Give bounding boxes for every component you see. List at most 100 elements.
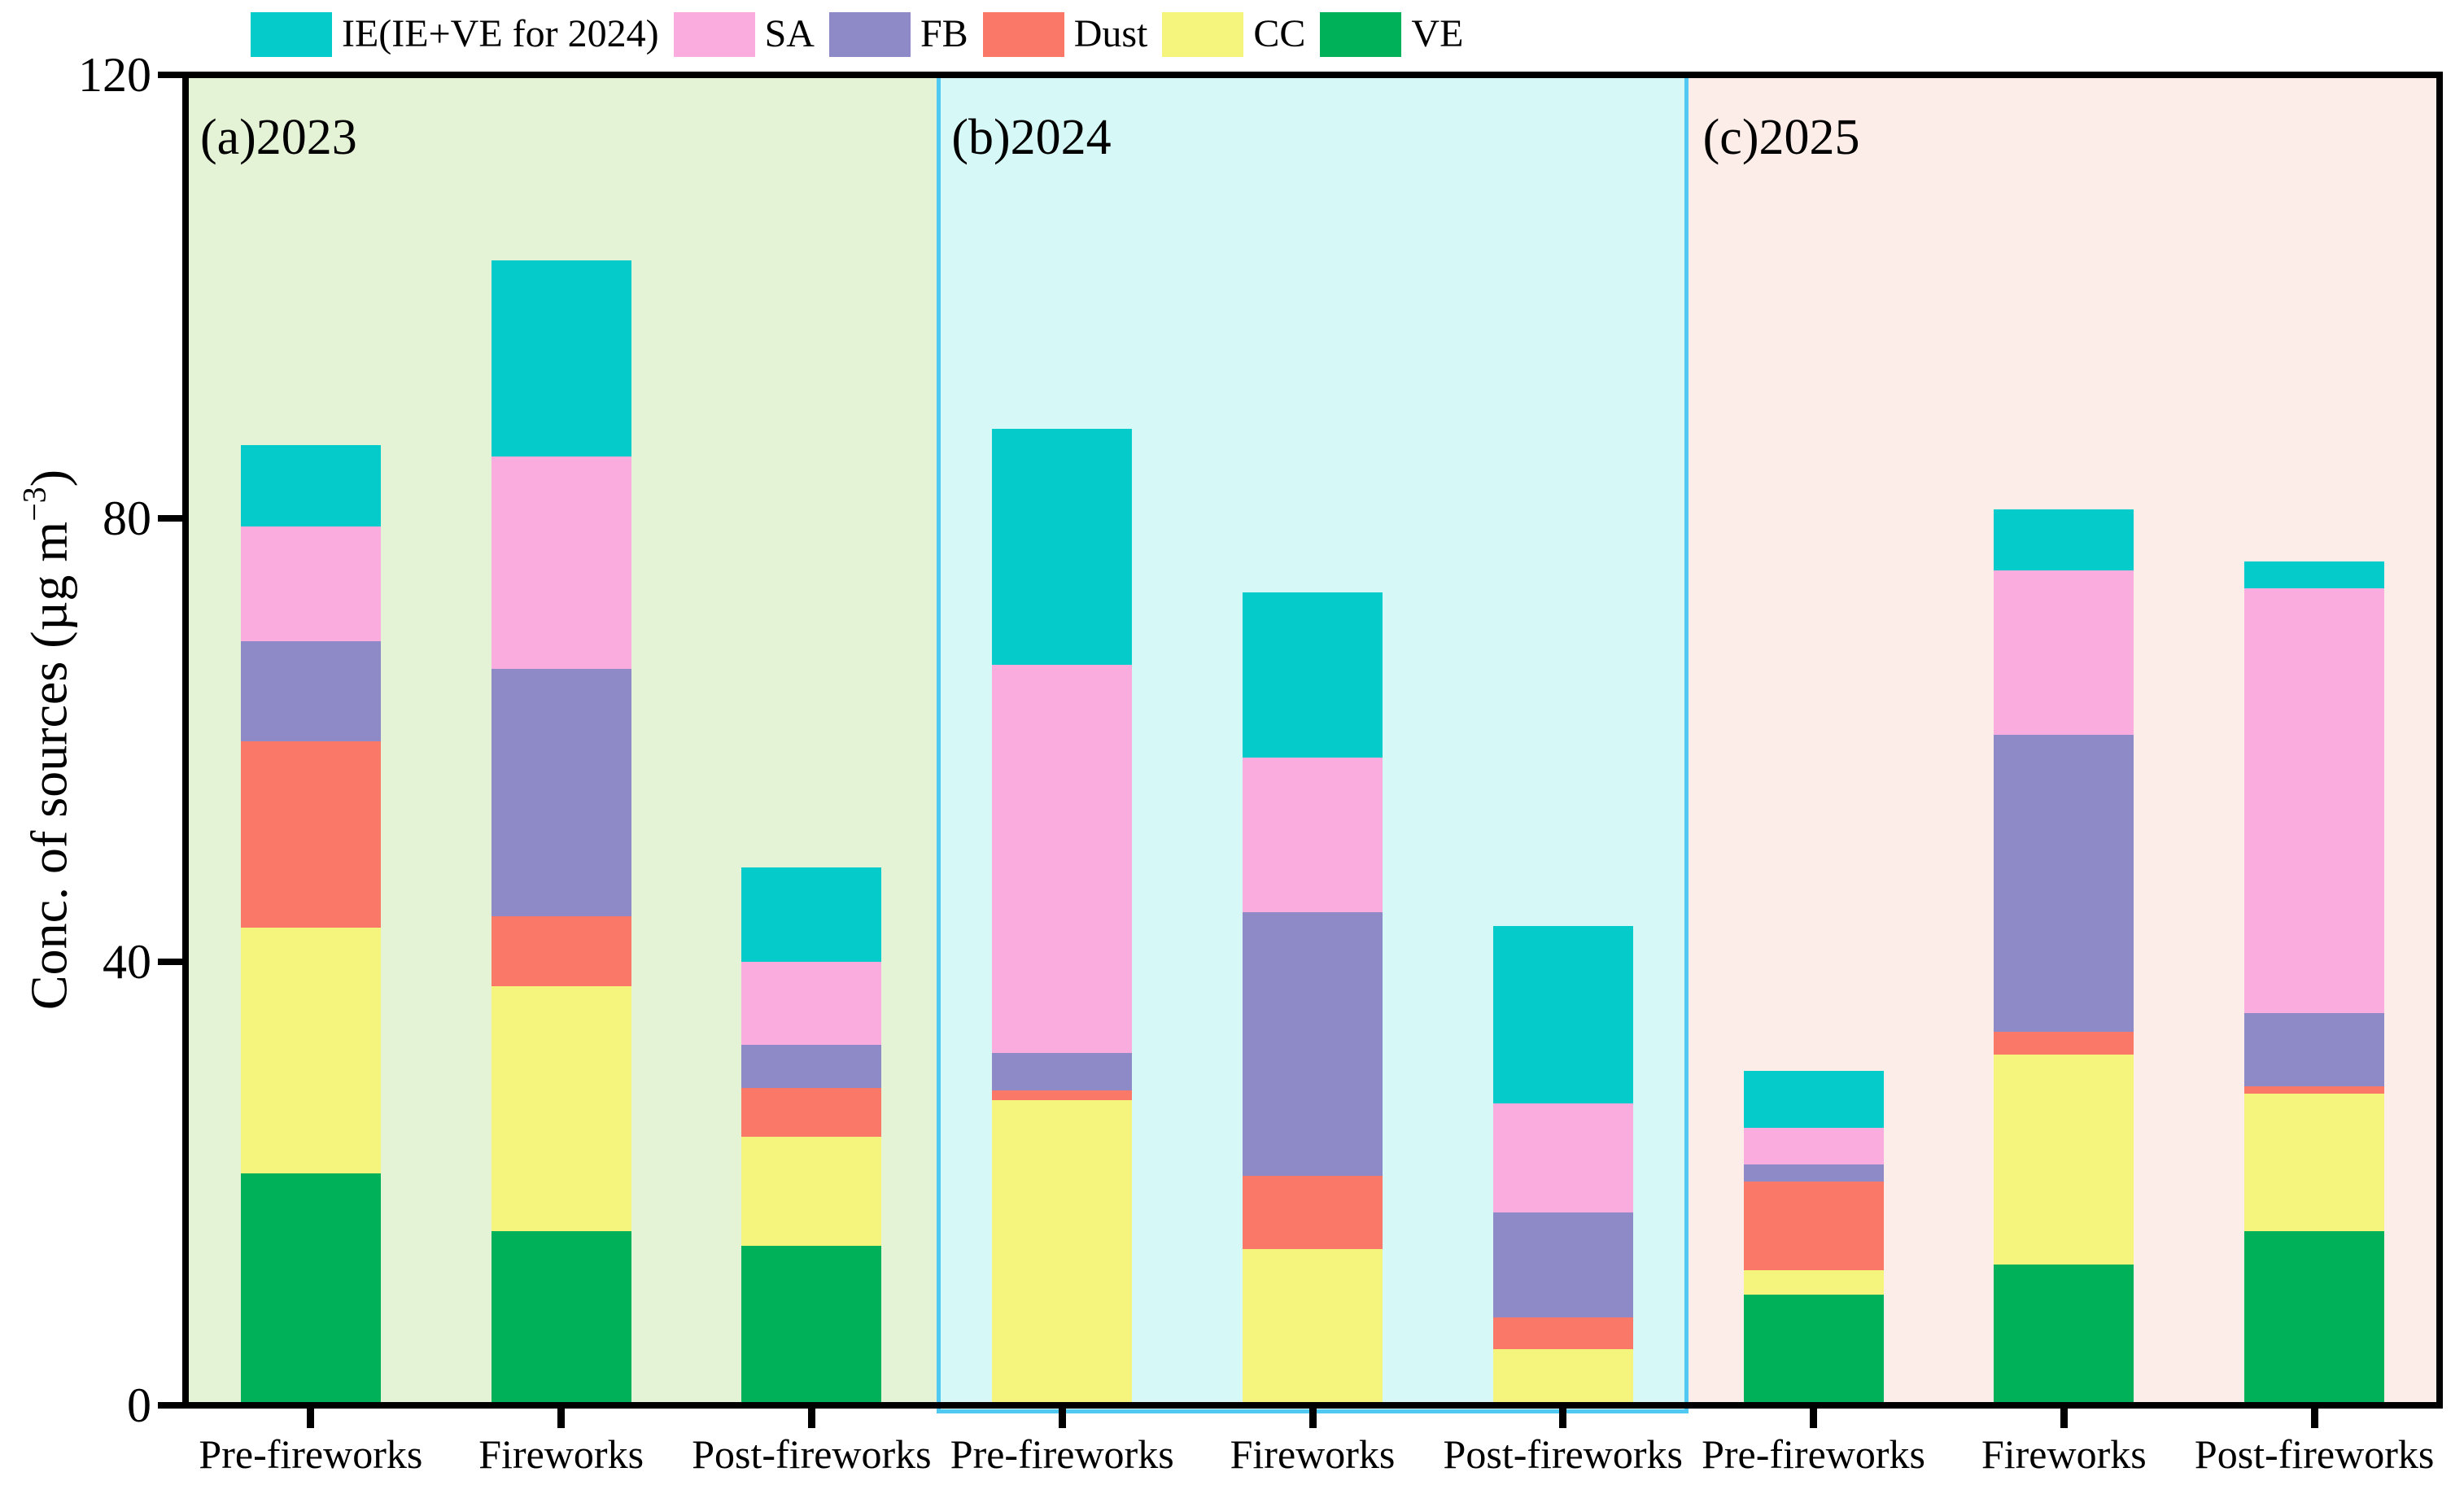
bar-segment-sa-panel2-pre-fireworks bbox=[992, 664, 1133, 1053]
y-tick-mark-0 bbox=[158, 1402, 182, 1409]
x-tick-mark-1-2 bbox=[557, 1409, 566, 1428]
bar-segment-ie-panel1-pre-fireworks bbox=[240, 445, 381, 526]
x-tick-label-3-1: Pre-fireworks bbox=[1702, 1431, 1925, 1477]
x-tick-label-2-3: Post-fireworks bbox=[1443, 1431, 1683, 1477]
bar-segment-dust-panel1-post-fireworks bbox=[741, 1088, 882, 1138]
x-tick-label-1-2: Fireworks bbox=[478, 1431, 644, 1477]
bar-segment-ie-panel1-fireworks bbox=[491, 260, 631, 456]
bar-segment-ve-panel3-pre-fireworks bbox=[1743, 1294, 1884, 1405]
bar-segment-dust-panel3-pre-fireworks bbox=[1743, 1181, 1884, 1270]
bar-segment-ve-panel1-pre-fireworks bbox=[240, 1173, 381, 1405]
bar-segment-cc-panel1-pre-fireworks bbox=[240, 927, 381, 1174]
legend-label-dust: Dust bbox=[1073, 12, 1148, 55]
bar-segment-ve-panel3-fireworks bbox=[1994, 1264, 2134, 1405]
panel-label-1: (a)2023 bbox=[200, 110, 357, 165]
x-tick-mark-3-3 bbox=[2310, 1409, 2318, 1428]
legend-swatch-ie-icon bbox=[251, 11, 332, 57]
x-tick-label-3-3: Post-fireworks bbox=[2194, 1431, 2435, 1477]
bar-segment-sa-panel2-post-fireworks bbox=[1492, 1103, 1633, 1212]
bar-segment-ie-panel3-pre-fireworks bbox=[1743, 1070, 1884, 1129]
legend-item-cc: CC bbox=[1162, 11, 1305, 58]
bar-segment-ve-panel1-fireworks bbox=[491, 1231, 631, 1405]
bar-segment-ie-panel2-post-fireworks bbox=[1492, 926, 1633, 1104]
bar-segment-dust-panel2-fireworks bbox=[1243, 1175, 1383, 1249]
x-tick-label-2-1: Pre-fireworks bbox=[950, 1431, 1174, 1477]
x-tick-mark-3-2 bbox=[2060, 1409, 2068, 1428]
bar-segment-fb-panel2-fireworks bbox=[1243, 911, 1383, 1176]
y-tick-mark-80 bbox=[158, 515, 182, 522]
x-tick-label-1-1: Pre-fireworks bbox=[199, 1431, 423, 1477]
bar-segment-cc-panel3-pre-fireworks bbox=[1743, 1269, 1884, 1295]
legend-label-fb: FB bbox=[920, 12, 968, 55]
bar-segment-dust-panel2-post-fireworks bbox=[1492, 1317, 1633, 1349]
bar-segment-fb-panel3-post-fireworks bbox=[2244, 1012, 2385, 1086]
bar-segment-sa-panel3-pre-fireworks bbox=[1743, 1128, 1884, 1165]
y-axis-title: Conc. of sources (µg m−3) bbox=[15, 470, 80, 1010]
y-tick-mark-40 bbox=[158, 959, 182, 965]
x-tick-mark-2-2 bbox=[1308, 1409, 1317, 1428]
x-tick-label-1-3: Post-fireworks bbox=[692, 1431, 932, 1477]
y-tick-label-120: 120 bbox=[78, 48, 151, 102]
bar-segment-cc-panel1-post-fireworks bbox=[741, 1137, 882, 1246]
bar-segment-cc-panel3-post-fireworks bbox=[2244, 1094, 2385, 1232]
x-tick-mark-2-1 bbox=[1058, 1409, 1066, 1428]
bar-segment-dust-panel1-fireworks bbox=[491, 916, 631, 986]
bar-segment-cc-panel2-pre-fireworks bbox=[992, 1100, 1133, 1405]
bar-segment-dust-panel3-fireworks bbox=[1994, 1031, 2134, 1055]
panel-label-2: (b)2024 bbox=[951, 110, 1112, 165]
legend-item-ve: VE bbox=[1320, 11, 1463, 58]
y-tick-label-40: 40 bbox=[103, 935, 151, 989]
bar-segment-fb-panel1-post-fireworks bbox=[741, 1045, 882, 1089]
y-axis-title-close: ) bbox=[20, 469, 78, 487]
legend-swatch-sa-icon bbox=[673, 11, 755, 57]
legend-swatch-ve-icon bbox=[1320, 11, 1402, 57]
x-tick-mark-3-1 bbox=[1810, 1409, 1818, 1428]
bar-segment-ie-panel3-post-fireworks bbox=[2244, 561, 2385, 588]
bar-segment-ie-panel1-post-fireworks bbox=[741, 867, 882, 962]
y-tick-label-0: 0 bbox=[127, 1378, 151, 1432]
bar-segment-sa-panel3-post-fireworks bbox=[2244, 588, 2385, 1013]
bar-segment-dust-panel3-post-fireworks bbox=[2244, 1086, 2385, 1094]
legend-label-sa: SA bbox=[764, 12, 815, 55]
legend-item-sa: SA bbox=[673, 11, 815, 58]
legend-item-ie: IE(IE+VE for 2024) bbox=[251, 11, 659, 58]
x-tick-label-3-2: Fireworks bbox=[1981, 1431, 2147, 1477]
bar-segment-fb-panel2-post-fireworks bbox=[1492, 1212, 1633, 1318]
bar-segment-ve-panel1-post-fireworks bbox=[741, 1245, 882, 1405]
x-tick-mark-1-3 bbox=[807, 1409, 815, 1428]
bar-segment-fb-panel3-fireworks bbox=[1994, 734, 2134, 1032]
x-tick-mark-1-1 bbox=[307, 1409, 315, 1428]
legend-item-fb: FB bbox=[828, 11, 968, 58]
bar-segment-sa-panel2-fireworks bbox=[1243, 758, 1383, 912]
bar-segment-fb-panel2-pre-fireworks bbox=[992, 1052, 1133, 1091]
x-tick-label-2-2: Fireworks bbox=[1230, 1431, 1396, 1477]
legend-swatch-fb-icon bbox=[828, 11, 911, 57]
y-tick-mark-120 bbox=[158, 72, 182, 78]
bar-segment-ie-panel2-fireworks bbox=[1243, 592, 1383, 758]
legend-label-ve: VE bbox=[1411, 12, 1464, 55]
bar-segment-sa-panel1-pre-fireworks bbox=[240, 526, 381, 642]
legend-swatch-dust-icon bbox=[982, 11, 1064, 57]
bar-segment-dust-panel2-pre-fireworks bbox=[992, 1090, 1133, 1101]
legend: IE(IE+VE for 2024) SA FB Dust CC VE bbox=[251, 11, 1478, 58]
legend-label-cc: CC bbox=[1253, 12, 1306, 55]
x-tick-mark-2-3 bbox=[1559, 1409, 1567, 1428]
bar-segment-dust-panel1-pre-fireworks bbox=[240, 740, 381, 928]
bar-segment-cc-panel3-fireworks bbox=[1994, 1055, 2134, 1265]
bar-segment-sa-panel1-post-fireworks bbox=[741, 962, 882, 1046]
bar-segment-ve-panel3-post-fireworks bbox=[2244, 1231, 2385, 1405]
bar-segment-ie-panel3-fireworks bbox=[1994, 509, 2134, 571]
bar-segment-cc-panel1-fireworks bbox=[491, 985, 631, 1232]
bar-segment-sa-panel3-fireworks bbox=[1994, 570, 2134, 735]
bar-segment-fb-panel3-pre-fireworks bbox=[1743, 1164, 1884, 1182]
bar-segment-ie-panel2-pre-fireworks bbox=[992, 428, 1133, 665]
legend-swatch-cc-icon bbox=[1162, 11, 1244, 57]
bar-segment-sa-panel1-fireworks bbox=[491, 456, 631, 670]
bar-segment-cc-panel2-fireworks bbox=[1243, 1248, 1383, 1405]
legend-item-dust: Dust bbox=[982, 11, 1148, 58]
bar-segment-cc-panel2-post-fireworks bbox=[1492, 1348, 1633, 1405]
bar-segment-fb-panel1-pre-fireworks bbox=[240, 641, 381, 741]
y-tick-label-80: 80 bbox=[103, 491, 151, 545]
panel-label-3: (c)2025 bbox=[1702, 110, 1860, 165]
